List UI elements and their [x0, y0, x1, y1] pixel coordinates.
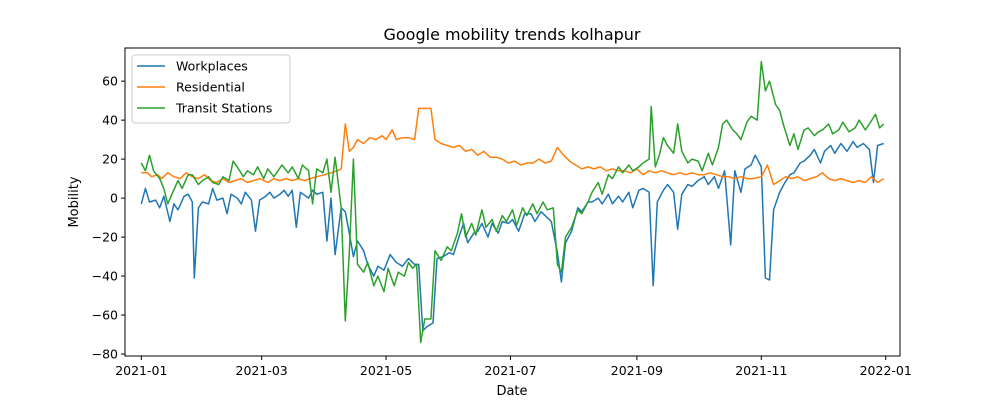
y-axis: −80 −60 −40 −20 0 20 40 60 [92, 74, 125, 362]
axes-frame [124, 47, 901, 357]
legend: Workplaces Residential Transit Stations [131, 54, 291, 124]
plot-area [140, 60, 885, 344]
y-tick-label: 40 [102, 113, 118, 128]
y-tick-label: −60 [92, 308, 118, 323]
series-line-residential [141, 107, 885, 186]
legend-label-transit-stations: Transit Stations [175, 101, 272, 116]
x-tick-label: 2021-09 [611, 363, 663, 378]
y-tick-label: 60 [102, 74, 118, 89]
x-tick-label: 2021-05 [360, 363, 412, 378]
legend-label-residential: Residential [176, 80, 245, 95]
legend-box [131, 54, 291, 124]
y-tick-label: 20 [102, 152, 118, 167]
y-tick-label: −20 [92, 230, 118, 245]
chart-title: Google mobility trends kolhapur [383, 25, 640, 44]
y-axis-label: Mobility [67, 176, 82, 227]
y-tick-label: 0 [110, 191, 118, 206]
x-tick-label: 2021-01 [115, 363, 167, 378]
x-tick-label: 2022-01 [860, 363, 912, 378]
series-line-transit-stations [140, 60, 885, 344]
y-tick-label: −80 [92, 347, 118, 362]
legend-label-workplaces: Workplaces [176, 59, 248, 74]
y-tick-label: −40 [92, 269, 118, 284]
x-tick-label: 2021-11 [735, 363, 787, 378]
series-line-workplaces [140, 140, 884, 332]
x-tick-label: 2021-03 [236, 363, 288, 378]
x-axis-label: Date [496, 384, 527, 399]
x-tick-label: 2021-07 [484, 363, 536, 378]
x-axis: 2021-01 2021-03 2021-05 2021-07 2021-09 2021-… [115, 356, 912, 378]
